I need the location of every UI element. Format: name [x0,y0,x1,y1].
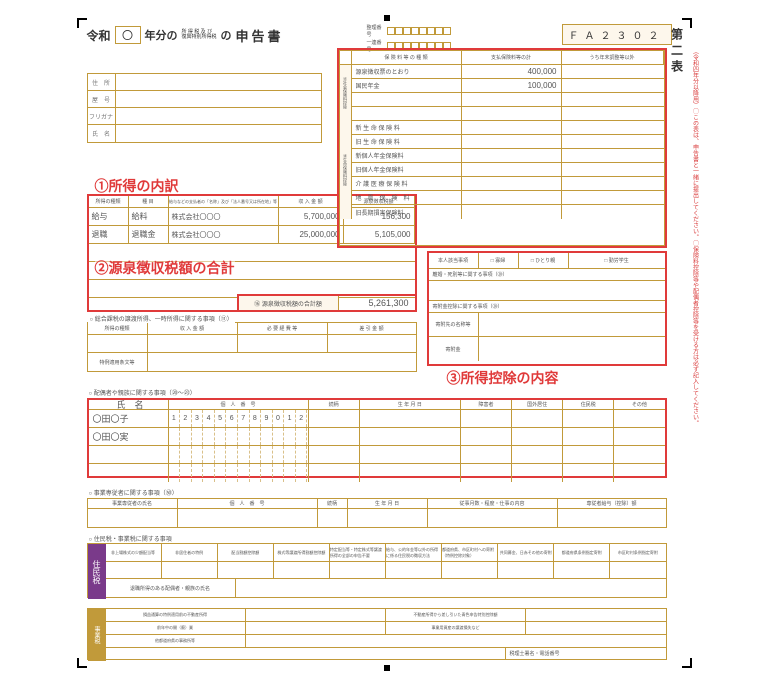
form-sheet: 令和 〇 年分の 所 得 税 及 び 復興特別所得税 の 申告書 整理番号 一連… [77,18,692,668]
my-number-cell: 5 [215,410,227,427]
vertical-instructions: （令和四年分以降用）◯この表は、申告書と一緒に提出してください。◯保険料控除等や… [688,48,700,658]
my-number-cell [203,446,215,463]
my-number-cell [250,428,262,445]
my-number-cell: 0 [273,410,285,427]
year-suffix: 年分の [145,27,178,43]
my-number-cell [226,464,238,482]
my-number-cell [169,428,181,445]
my-number-cell [203,428,215,445]
my-number-cell [284,464,296,482]
my-number-cell: 4 [203,410,215,427]
my-number-cell [192,446,204,463]
page: 令和 〇 年分の 所 得 税 及 び 復興特別所得税 の 申告書 整理番号 一連… [0,0,768,690]
family-row [89,446,665,464]
my-number-cell: 1 [284,410,296,427]
business-tax-tag: 事業税 [88,609,106,661]
my-number-cell [284,446,296,463]
my-number-cell [296,428,308,445]
corner-mark [682,658,692,668]
my-number-cell [226,428,238,445]
my-number-cell [215,428,227,445]
my-number-cell [284,428,296,445]
total-label: ⑯ 源泉徴収税額の合計額 [239,296,339,310]
my-number-cell [261,464,273,482]
corner-mark [682,18,692,28]
callout-3: ③所得控除の内容 [447,368,559,388]
my-number-cell [238,446,250,463]
era-label: 令和 [87,27,111,44]
my-number-cell [180,446,192,463]
reg-mark [384,665,390,671]
reg-mark [384,15,390,21]
my-number-cell [215,464,227,482]
my-number-cell [180,428,192,445]
corner-mark [77,18,87,28]
family-row: 〇田〇子 123456789012 [89,410,665,428]
my-number-cell [169,446,181,463]
callout-1: ①所得の内訳 [95,176,179,196]
my-number-cell [273,446,285,463]
callout-2: ②源泉徴収税額の合計 [95,258,235,278]
my-number-cell [296,464,308,482]
my-number-cell [250,464,262,482]
resident-tag: 住民税 [88,544,106,599]
my-number-cell [238,464,250,482]
withholding-total: ⑯ 源泉徴収税額の合計額 5,261,300 [237,294,417,312]
my-number-cell: 8 [250,410,262,427]
business-dependents-block: 事業専従者の氏名 個 人 番 号 続柄 生 年 月 日 従事月数・程度・仕事の内… [87,498,667,528]
my-number-cell: 3 [192,410,204,427]
my-number-cell [169,464,181,482]
tax-type-stack: 所 得 税 及 び 復興特別所得税 [182,30,217,40]
my-number-cell [273,428,285,445]
my-number-cell: 2 [180,410,192,427]
my-number-cell: 7 [238,410,250,427]
family-title: ○ 配偶者や親族に関する事項（⑳～㉓） [89,388,196,397]
insurance-deduction-box: 保 険 料 等 の 種 類 支払保険料等の計 うち年末調整等以外 ⑬社会保険料控… [337,48,667,248]
business-title: ○ 事業専従者に関する事項（㊿） [89,488,178,497]
capital-gains-block: ○ 総合課税の譲渡所得、一時所得に関する事項（⑪） 所得の種類 収 入 金 額 … [87,322,417,372]
my-number-cell [296,446,308,463]
my-number-cell [273,464,285,482]
my-number-cell [238,428,250,445]
my-number-cell [203,464,215,482]
resident-title: ○ 住民税・事業税に関する事項 [89,534,172,543]
my-number-cell: 2 [296,410,308,427]
family-dependents-box: 氏 名 個 人 番 号 続柄 生 年 月 日 障害者 国外居住 住民税 その他 … [87,398,667,478]
total-value: 5,261,300 [339,296,415,310]
family-row [89,464,665,482]
my-number-cell [180,464,192,482]
my-number-cell [226,446,238,463]
my-number-cell [261,428,273,445]
insurance-row: 源泉徴収票のとおり400,000 [352,65,664,79]
my-number-cell: 6 [226,410,238,427]
my-number-cell: 9 [261,410,273,427]
family-row: 〇田〇実 [89,428,665,446]
corner-mark [77,658,87,668]
my-number-cell: 1 [169,410,181,427]
my-number-cell [261,446,273,463]
form-title: 申告書 [236,26,284,45]
year-box: 〇 [115,26,141,44]
no-particle: の [221,27,232,43]
my-number-cell [250,446,262,463]
deduction-details-box: 本人該当事項 □ 寡婦 □ ひとり親 □ 勤労学生 離婚・死別等に関する事項（⑳… [427,251,667,366]
resident-tax-block: 住民税 非上場株式の少額配当等 非居住者の特例 配当割額控除額 株式等譲渡所得割… [87,543,667,598]
my-number-cell [192,428,204,445]
my-number-cell [215,446,227,463]
form-code: ＦＡ２３０２ [562,24,672,45]
my-number-cell [192,464,204,482]
personal-info-box: 住 所 屋 号 フリガナ 氏 名 [87,73,322,143]
business-tax-block: 事業税 損益通算の特例適用前の不動産所得 不動産所得から差し引いた青色申告特別控… [87,608,667,660]
sheet-title-vertical: 第二表 [669,28,686,76]
